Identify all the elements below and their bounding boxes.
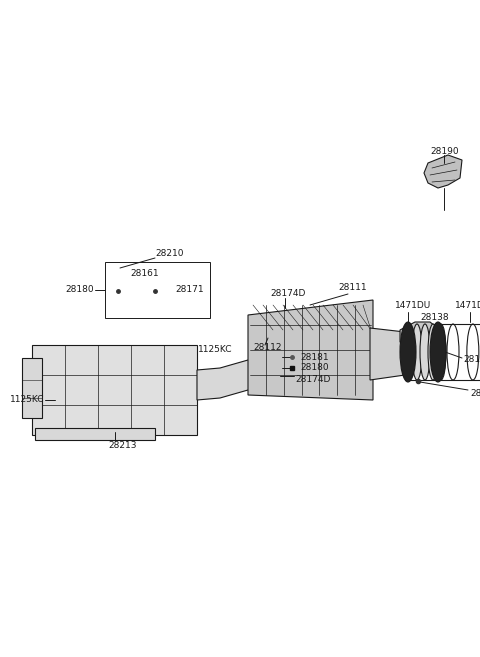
Polygon shape bbox=[248, 300, 373, 400]
Polygon shape bbox=[400, 322, 440, 348]
Ellipse shape bbox=[430, 322, 446, 382]
Text: 28171: 28171 bbox=[470, 388, 480, 397]
Text: 28171: 28171 bbox=[175, 286, 204, 294]
Text: 1125KC: 1125KC bbox=[198, 346, 232, 355]
Text: 28138: 28138 bbox=[420, 313, 449, 323]
Bar bbox=[22, 358, 42, 418]
Text: 1471DU: 1471DU bbox=[455, 302, 480, 311]
Text: 28112: 28112 bbox=[253, 344, 281, 353]
Text: 1471DU: 1471DU bbox=[395, 302, 431, 311]
Text: 28174D: 28174D bbox=[270, 288, 305, 298]
Ellipse shape bbox=[400, 322, 416, 382]
Bar bbox=[105, 262, 210, 318]
Polygon shape bbox=[370, 328, 405, 380]
Ellipse shape bbox=[404, 324, 414, 380]
Text: 28180: 28180 bbox=[65, 286, 94, 294]
Text: 28180: 28180 bbox=[300, 363, 329, 373]
Text: 28190: 28190 bbox=[430, 147, 458, 156]
Text: 28174D: 28174D bbox=[295, 374, 330, 384]
Text: 28210: 28210 bbox=[155, 250, 183, 258]
Text: 1125KC: 1125KC bbox=[10, 396, 45, 405]
Bar bbox=[35, 428, 155, 440]
Text: 28113: 28113 bbox=[463, 355, 480, 365]
Polygon shape bbox=[197, 355, 260, 400]
Ellipse shape bbox=[420, 324, 430, 380]
Bar bbox=[32, 345, 197, 435]
Text: 28213: 28213 bbox=[108, 440, 136, 449]
Ellipse shape bbox=[412, 324, 422, 380]
Text: 28181: 28181 bbox=[300, 353, 329, 361]
Polygon shape bbox=[424, 155, 462, 188]
Ellipse shape bbox=[436, 324, 446, 380]
Text: 28161: 28161 bbox=[130, 269, 158, 279]
Text: 28111: 28111 bbox=[338, 284, 367, 292]
Ellipse shape bbox=[428, 324, 438, 380]
